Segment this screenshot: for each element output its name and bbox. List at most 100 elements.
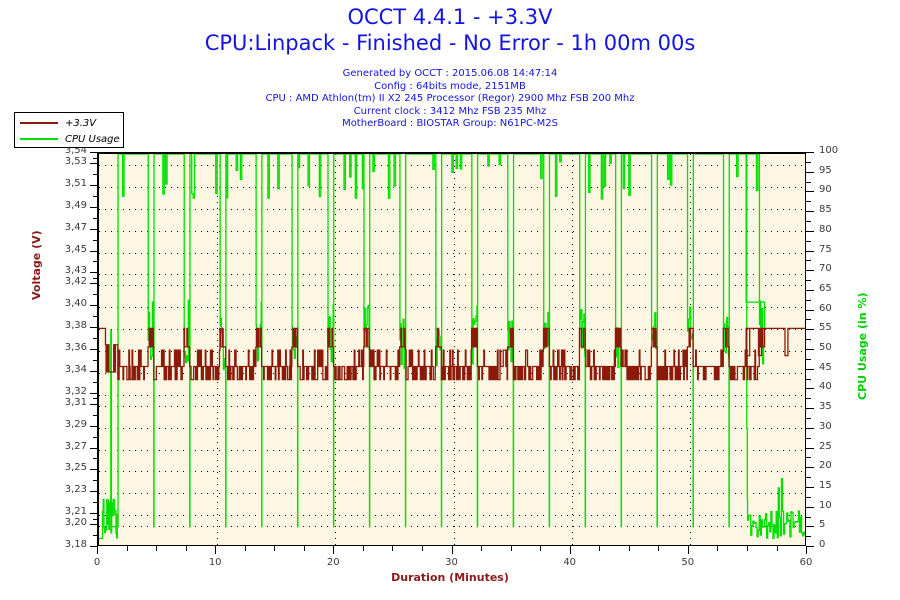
y-axis-tick	[90, 327, 97, 329]
y-axis-minor-tick	[93, 502, 97, 504]
y-axis-tick-label: 3,27	[64, 440, 87, 452]
y2-axis-tick	[806, 309, 814, 311]
y-axis-minor-tick	[93, 277, 97, 279]
y2-axis-tick	[806, 152, 814, 153]
y2-axis-tick	[806, 546, 814, 547]
series-line-voltage	[99, 327, 805, 381]
system-info-line: Generated by OCCT : 2015.06.08 14:47:14	[342, 68, 558, 79]
y-axis-tick-label: 3,36	[64, 342, 87, 353]
x-axis-tick	[97, 546, 98, 554]
y-axis-tick-label: 3,42	[64, 276, 87, 288]
y2-axis-tick	[806, 191, 814, 193]
x-axis-tick	[333, 546, 335, 554]
y2-axis-minor-tick	[806, 398, 811, 400]
x-axis-minor-tick	[481, 546, 482, 551]
y2-axis-minor-tick	[806, 201, 811, 203]
x-axis-tick	[569, 546, 571, 554]
y-axis-tick	[90, 283, 97, 285]
legend-swatch-icon	[20, 122, 58, 124]
y2-axis-tick	[806, 171, 814, 173]
y-axis-tick-label: 3,23	[64, 484, 87, 496]
y2-axis-tick-label: 15	[819, 479, 832, 491]
y2-axis-tick-label: 90	[819, 184, 832, 196]
x-axis-minor-tick	[717, 546, 719, 551]
y2-axis-minor-tick	[806, 299, 811, 301]
y-axis-tick-label: 3,18	[64, 539, 87, 550]
system-info-block: Generated by OCCT : 2015.06.08 14:47:14 C…	[0, 68, 900, 131]
y-axis-minor-tick	[93, 398, 97, 400]
y2-axis-tick-label: 65	[819, 282, 832, 294]
x-axis-tick	[215, 546, 217, 554]
y2-axis-minor-tick	[806, 181, 811, 183]
y-axis-minor-tick	[93, 359, 97, 361]
y2-axis-tick	[806, 349, 814, 350]
y-axis-tick-label: 3,51	[64, 177, 87, 189]
y2-axis-tick	[806, 211, 814, 213]
legend-item-label: CPU Usage	[65, 133, 120, 145]
y-axis-minor-tick	[93, 381, 97, 383]
chart-legend: +3.3V CPU Usage	[14, 112, 124, 148]
y-axis-tick-label: 3,43	[64, 265, 87, 277]
y-axis-minor-tick	[93, 173, 97, 175]
x-axis-tick-label: 40	[563, 557, 577, 568]
y-axis-right-title: CPU Usage (in %)	[856, 292, 869, 400]
y2-axis-tick-label: 60	[819, 302, 832, 314]
y2-axis-minor-tick	[806, 418, 811, 419]
y-axis-tick-label: 3,21	[64, 506, 87, 518]
y2-axis-tick-label: 55	[819, 322, 832, 334]
y2-axis-tick-label: 85	[819, 204, 832, 216]
y-axis-tick-label: 3,47	[64, 221, 87, 233]
x-axis-tick-label: 60	[799, 557, 813, 568]
y2-axis-tick-label: 75	[819, 243, 832, 255]
y-axis-tick	[90, 370, 97, 372]
y-axis-tick-label: 3,29	[64, 418, 87, 430]
x-axis-duration: 0 10 20 30 40 50 60	[94, 546, 812, 568]
legend-item-label: +3.3V	[65, 117, 97, 129]
y2-axis-tick-label: 100	[819, 145, 839, 156]
legend-swatch-icon	[20, 138, 58, 140]
y2-axis-tick-label: 30	[819, 420, 832, 432]
y-axis-tick	[90, 305, 97, 307]
y2-axis-minor-tick	[806, 437, 811, 439]
system-info-line: Config : 64bits mode, 2151MB	[374, 80, 526, 92]
y-axis-tick-label: 3,53	[64, 155, 87, 167]
y2-axis-tick	[806, 388, 814, 390]
y-axis-tick	[90, 152, 97, 153]
y2-axis-minor-tick	[806, 496, 811, 498]
y2-axis-tick	[806, 506, 814, 508]
x-axis-minor-tick	[362, 546, 364, 551]
y2-axis-tick	[806, 329, 814, 331]
y-axis-minor-tick	[93, 535, 97, 537]
y-axis-tick	[90, 162, 97, 164]
x-axis-title: Duration (Minutes)	[391, 571, 509, 584]
y2-axis-tick-label: 50	[819, 342, 832, 353]
x-axis-tick	[687, 546, 689, 554]
y2-axis-tick-label: 25	[819, 440, 832, 452]
x-axis-tick	[451, 546, 453, 554]
y-axis-tick-label: 3,54	[64, 145, 87, 156]
plot-area	[97, 152, 806, 546]
y2-axis-tick	[806, 230, 814, 232]
y2-axis-tick-label: 10	[819, 499, 832, 511]
y2-axis-tick-label: 95	[819, 164, 832, 176]
y-axis-tick-label: 3,20	[64, 517, 87, 529]
y-axis-tick	[90, 447, 97, 449]
y2-axis-tick	[806, 467, 814, 469]
system-info-line: MotherBoard : BIOSTAR Group: N61PC-M2S	[342, 118, 558, 129]
y-axis-minor-tick	[93, 195, 97, 197]
y2-axis-minor-tick	[806, 280, 811, 282]
x-axis-minor-tick	[274, 546, 276, 551]
y-axis-minor-tick	[93, 261, 97, 263]
y-axis-tick-label: 3,45	[64, 243, 87, 255]
y2-axis-minor-tick	[806, 161, 811, 163]
y-axis-tick	[90, 524, 97, 526]
y-axis-minor-tick	[93, 217, 97, 219]
x-axis-minor-tick	[776, 546, 778, 551]
y-axis-minor-tick	[93, 480, 97, 482]
x-axis-minor-tick	[599, 546, 601, 551]
x-axis-minor-tick	[244, 546, 246, 551]
y-axis-tick-label: 3,38	[64, 320, 87, 332]
y-axis-minor-tick	[93, 316, 97, 318]
y2-axis-minor-tick	[806, 260, 811, 262]
